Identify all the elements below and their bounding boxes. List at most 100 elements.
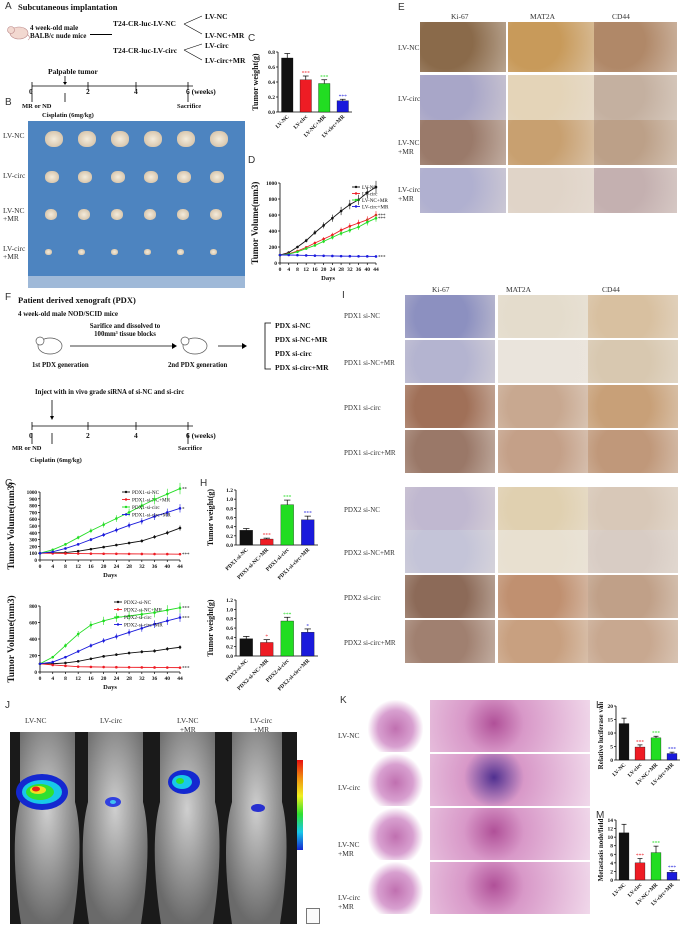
significance-stars: *** <box>182 607 190 612</box>
mouse-silhouette-2 <box>82 732 148 924</box>
legend-marker <box>116 615 120 619</box>
panel-label-m: M <box>596 810 605 821</box>
ihc-tile <box>588 530 678 573</box>
data-point <box>51 548 55 552</box>
ihc-tile <box>508 75 594 120</box>
panel-k-row-1: LV-NC <box>338 731 360 740</box>
x-tick-label: 28 <box>126 676 132 682</box>
significance-stars: *** <box>652 731 661 737</box>
data-point <box>140 612 144 616</box>
panel-a-arm2: T24-CR-luc-LV-circ <box>113 46 178 55</box>
bar <box>618 723 630 761</box>
panel-j-label-4: LV-circ +MR <box>250 716 273 734</box>
data-point <box>153 552 156 556</box>
mouse-silhouette-1 <box>14 732 80 924</box>
panel-e-col-2: MAT2A <box>530 12 556 21</box>
he-highmag <box>430 808 590 860</box>
data-point <box>339 254 343 258</box>
y-tick-label: 0.2 <box>268 95 275 101</box>
series-line <box>40 646 181 665</box>
x-tick-label: 36 <box>356 267 362 273</box>
x-tick-label: 20 <box>321 267 327 273</box>
y-tick-label: 1.0 <box>226 497 233 503</box>
panel-label-c: C <box>248 33 256 44</box>
timeline-f-sacrifice: Sacrifice <box>178 445 203 452</box>
data-point <box>89 547 93 551</box>
timeline-a-tick-4: 4 <box>134 87 138 96</box>
y-axis-label: Metastasis node/field <box>597 818 605 881</box>
y-tick-label: 0.2 <box>226 645 233 651</box>
data-point <box>165 619 169 623</box>
legend-marker <box>354 185 358 189</box>
data-point <box>140 519 144 523</box>
x-tick-label: 8 <box>64 676 67 682</box>
legend-marker <box>354 192 358 195</box>
bar <box>650 737 662 761</box>
panel-e-col-1: Ki-67 <box>451 12 469 21</box>
data-point <box>64 664 67 668</box>
data-point <box>153 515 156 518</box>
data-point <box>339 232 343 235</box>
data-point <box>76 650 80 653</box>
data-point <box>296 253 299 257</box>
significance-stars: *** <box>636 853 645 859</box>
chart-h1: 0.00.20.40.60.81.01.2PDX1-si-NC***PDX1-s… <box>206 488 318 581</box>
mouse-silhouette-3 <box>154 732 220 924</box>
x-tick-label: 24 <box>330 267 336 273</box>
timeline-a-tick-0: 0 <box>29 87 33 96</box>
data-point <box>178 552 182 556</box>
mouse-icon <box>7 26 30 41</box>
tumor <box>78 249 85 255</box>
y-tick-label: 900 <box>29 497 37 503</box>
data-point <box>140 666 144 669</box>
ihc-tile <box>594 120 677 165</box>
data-point <box>153 611 156 614</box>
data-point <box>64 552 67 555</box>
tumor <box>111 131 129 147</box>
x-tick-label: 16 <box>88 564 94 570</box>
panel-i-row-label: PDX1 si-circ+MR <box>344 449 396 457</box>
panel-e-row-3: LV-NC +MR <box>398 138 420 156</box>
y-tick-label: 0.6 <box>226 516 233 522</box>
tumor <box>45 209 57 220</box>
data-point <box>140 504 144 507</box>
bar <box>336 100 349 113</box>
data-point <box>102 665 105 669</box>
x-tick-label: 32 <box>139 564 145 570</box>
data-point <box>115 665 118 669</box>
tumor <box>210 249 217 255</box>
data-point <box>322 254 325 258</box>
bioluminescence-image <box>10 732 297 924</box>
chart-h2: 0.00.20.40.60.81.01.2PDX2-si-NC*PDX2-si-… <box>206 598 318 692</box>
y-tick-label: 15 <box>608 718 614 724</box>
chart-c: 0.00.20.40.60.8LV-NC***LV-circ***LV-NC+M… <box>251 50 352 139</box>
legend-label: PDX1-si-NC <box>132 490 160 496</box>
ihc-tile <box>405 295 495 338</box>
panel-label-e: E <box>398 2 405 13</box>
data-point <box>102 523 105 526</box>
y-tick-label: 0.8 <box>226 617 233 623</box>
y-tick-label: 400 <box>29 531 37 537</box>
series-line <box>279 186 377 256</box>
significance-stars: *** <box>182 553 190 558</box>
panel-label-b: B <box>5 97 12 108</box>
ihc-tile <box>498 430 588 473</box>
ihc-tile <box>594 168 677 213</box>
x-tick-label: 28 <box>338 267 344 273</box>
legend-marker <box>354 198 358 202</box>
x-tick-label: 36 <box>152 564 158 570</box>
ihc-tile <box>498 575 588 618</box>
data-point <box>322 224 325 227</box>
timeline-a-tick-2: 2 <box>86 87 90 96</box>
panel-e-row-4: LV-circ +MR <box>398 185 421 203</box>
data-point <box>357 254 360 258</box>
data-point <box>322 237 325 241</box>
data-point <box>365 191 369 194</box>
luminescence-signal-1 <box>16 774 68 810</box>
y-tick-label: 0.6 <box>268 65 275 71</box>
y-axis-label: Relative luciferase value <box>597 702 605 769</box>
data-point <box>348 228 352 232</box>
data-point <box>127 665 131 669</box>
x-tick-label: 28 <box>126 564 132 570</box>
